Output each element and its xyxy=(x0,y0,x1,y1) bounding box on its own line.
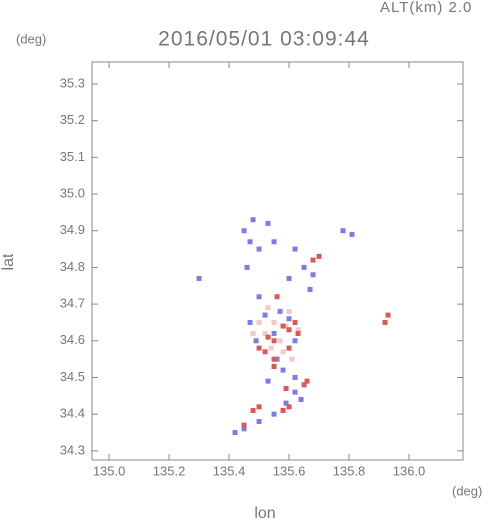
radar-cell xyxy=(298,396,304,402)
y-tick-label: 34.3 xyxy=(60,442,85,457)
radar-cell xyxy=(250,330,256,336)
y-tick-label: 34.5 xyxy=(60,369,85,384)
radar-cell xyxy=(292,319,298,325)
radar-cell xyxy=(283,385,289,391)
y-tick-label: 34.9 xyxy=(60,222,85,237)
y-tick-label: 35.0 xyxy=(60,185,85,200)
radar-cell xyxy=(283,323,289,329)
radar-cell xyxy=(253,338,259,344)
chart-title: 2016/05/01 03:09:44 xyxy=(158,28,370,51)
radar-cell xyxy=(256,294,262,300)
radar-cell xyxy=(271,338,277,344)
plot-frame xyxy=(91,61,464,461)
radar-cell xyxy=(385,312,391,318)
radar-cell xyxy=(286,308,292,314)
radar-cell xyxy=(301,264,307,270)
radar-cell xyxy=(292,246,298,252)
radar-cell xyxy=(256,319,262,325)
radar-cell xyxy=(280,323,286,329)
radar-cell xyxy=(241,228,247,234)
radar-cell xyxy=(382,319,388,325)
radar-cell xyxy=(271,330,277,336)
radar-cell xyxy=(310,272,316,278)
radar-cell xyxy=(271,319,277,325)
radar-cell xyxy=(271,363,277,369)
radar-cell xyxy=(316,253,322,259)
radar-cell xyxy=(286,327,292,333)
altitude-label: ALT(km) 2.0 xyxy=(380,0,472,16)
radar-cell xyxy=(292,389,298,395)
radar-cell xyxy=(268,345,274,351)
radar-cell xyxy=(244,264,250,270)
radar-cell xyxy=(295,330,301,336)
radar-cell xyxy=(310,257,316,263)
radar-cell xyxy=(256,345,262,351)
radar-cell xyxy=(265,220,271,226)
y-tick-label: 35.1 xyxy=(60,149,85,164)
radar-cell xyxy=(280,349,286,355)
x-axis-label: lon xyxy=(254,505,275,521)
radar-cell xyxy=(286,345,292,351)
y-tick-label: 35.2 xyxy=(60,112,85,127)
radar-cell xyxy=(283,400,289,406)
y-tick-label: 34.6 xyxy=(60,332,85,347)
y-tick-label: 34.4 xyxy=(60,406,85,421)
radar-cell xyxy=(286,404,292,410)
radar-cell xyxy=(277,338,283,344)
radar-cell xyxy=(262,312,268,318)
radar-cell xyxy=(247,319,253,325)
radar-cell xyxy=(277,308,283,314)
x-tick-label: 135.6 xyxy=(273,463,306,478)
radar-cell xyxy=(349,231,355,237)
x-tick-label: 136.0 xyxy=(393,463,426,478)
radar-cell xyxy=(250,217,256,223)
x-tick-label: 135.8 xyxy=(333,463,366,478)
y-axis-label: lat xyxy=(0,253,17,270)
radar-cell xyxy=(256,246,262,252)
radar-cell xyxy=(301,382,307,388)
radar-cell xyxy=(262,330,268,336)
y-tick-label: 35.3 xyxy=(60,75,85,90)
radar-cell xyxy=(265,334,271,340)
radar-cell xyxy=(274,294,280,300)
y-tick-label: 34.7 xyxy=(60,296,85,311)
y-tick-label: 34.8 xyxy=(60,259,85,274)
x-tick-label: 135.0 xyxy=(93,463,126,478)
radar-cell xyxy=(241,426,247,432)
radar-cell xyxy=(256,418,262,424)
x-tick-label: 135.2 xyxy=(153,463,186,478)
x-unit: (deg) xyxy=(452,483,482,498)
radar-cell xyxy=(292,374,298,380)
y-unit: (deg) xyxy=(16,31,46,46)
radar-cell xyxy=(265,305,271,311)
radar-cell xyxy=(304,378,310,384)
radar-cell xyxy=(250,407,256,413)
radar-cell xyxy=(295,327,301,333)
radar-cell xyxy=(256,404,262,410)
radar-cell xyxy=(271,411,277,417)
radar-cell xyxy=(262,349,268,355)
radar-cell xyxy=(289,356,295,362)
radar-cell xyxy=(286,316,292,322)
radar-cell xyxy=(280,407,286,413)
radar-cell xyxy=(307,286,313,292)
radar-cell xyxy=(340,228,346,234)
radar-cell xyxy=(241,422,247,428)
radar-cell xyxy=(292,338,298,344)
radar-cell xyxy=(265,378,271,384)
x-tick-label: 135.4 xyxy=(213,463,246,478)
radar-cell xyxy=(196,275,202,281)
radar-cell xyxy=(280,367,286,373)
radar-cell xyxy=(286,275,292,281)
radar-cell xyxy=(271,356,277,362)
radar-cell xyxy=(274,356,280,362)
radar-cell xyxy=(271,239,277,245)
radar-cell xyxy=(232,429,238,435)
radar-cell xyxy=(247,239,253,245)
